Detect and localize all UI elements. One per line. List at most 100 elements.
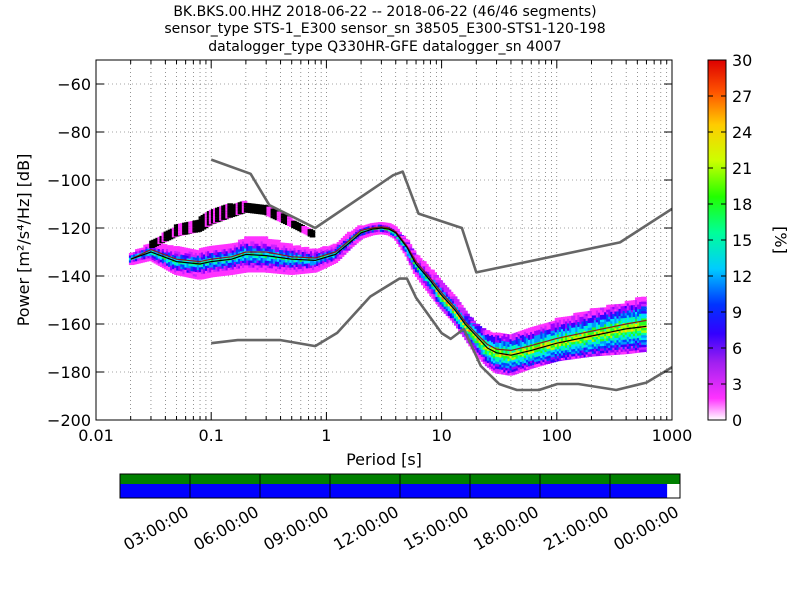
density-cell	[451, 296, 458, 299]
density-cell	[309, 230, 316, 233]
density-cell	[641, 306, 647, 309]
availability-time-label: 09:00:00	[260, 502, 332, 554]
density-cell	[464, 313, 470, 317]
plot-frame	[95, 59, 673, 421]
y-tick-label: −200	[47, 411, 91, 430]
y-tick-label: −180	[47, 363, 91, 382]
density-cell	[344, 248, 351, 251]
density-cell	[641, 330, 647, 333]
density-cell	[262, 236, 269, 239]
density-cell	[490, 332, 497, 336]
density-cell	[392, 226, 398, 229]
density-cell	[404, 242, 411, 245]
density-cell	[423, 263, 429, 267]
colorbar: 0 3 6 9 12 15 18 21 24 27 30 [%]	[707, 51, 790, 430]
density-cell	[641, 344, 647, 348]
density-cell	[641, 299, 647, 302]
title-line-3: datalogger_type Q330HR-GFE datalogger_sn…	[208, 39, 561, 55]
density-cell	[408, 248, 415, 251]
density-cell	[200, 227, 207, 230]
x-tick-label: 0.01	[78, 426, 114, 445]
density-cell	[303, 246, 310, 250]
density-cell	[641, 323, 647, 326]
density-cell	[287, 243, 293, 246]
density-cell	[441, 285, 448, 288]
density-cell	[641, 332, 647, 336]
availability-time-label: 21:00:00	[540, 502, 612, 554]
density-cell	[227, 203, 233, 206]
density-cell	[435, 277, 442, 281]
y-tick-label: −60	[57, 75, 91, 94]
density-cell	[641, 315, 647, 319]
density-cell	[336, 256, 343, 259]
density-cell	[198, 228, 205, 231]
density-cell	[641, 303, 647, 307]
density-cell	[322, 246, 328, 249]
y-tick-label: −100	[47, 171, 91, 190]
density-cell	[449, 294, 456, 297]
density-cell	[346, 246, 353, 249]
y-tick-label: −80	[57, 123, 91, 142]
density-cell	[455, 302, 462, 305]
density-cell	[641, 347, 647, 350]
plot-axes: 0.01 0.1 1 10 100 1000 −200 −180 −160 −140 −120 −10…	[47, 60, 692, 445]
density-cell	[394, 228, 400, 232]
plot-grid	[96, 60, 672, 420]
density-cell	[641, 318, 647, 321]
density-cell	[641, 337, 647, 340]
density-cell	[342, 250, 349, 253]
y-tick-label: −120	[47, 219, 91, 238]
density-cell	[287, 216, 293, 219]
x-tick-label: 100	[542, 426, 573, 445]
colorbar-tick-label: 6	[732, 339, 742, 358]
density-cell	[406, 246, 413, 249]
density-cell	[431, 272, 437, 275]
colorbar-tick-label: 3	[732, 375, 742, 394]
density-cell	[641, 311, 647, 314]
density-cell	[458, 304, 464, 308]
availability-time-label: 18:00:00	[470, 502, 542, 554]
mode-line	[130, 227, 647, 356]
density-cell	[309, 232, 316, 236]
density-cell	[355, 239, 361, 242]
density-cell	[406, 244, 413, 247]
density-heatmap	[128, 200, 647, 376]
chart-title: BK.BKS.00.HHZ 2018-06-22 -- 2018-06-22 (…	[164, 4, 605, 55]
density-cell	[641, 327, 647, 331]
density-cell	[641, 335, 647, 338]
density-cell	[414, 255, 421, 258]
density-cell	[641, 308, 647, 312]
density-cell	[437, 280, 444, 283]
availability-time-label: 15:00:00	[400, 502, 472, 554]
colorbar-tick-label: 15	[732, 231, 752, 250]
density-cell	[443, 287, 450, 290]
colorbar-label: [%]	[771, 226, 790, 254]
colorbar-ticks: 0 3 6 9 12 15 18 21 24 27 30	[708, 51, 752, 430]
x-tick-label: 1000	[652, 426, 693, 445]
plot-lines	[130, 158, 672, 392]
density-cell	[295, 245, 302, 248]
availability-time-label: 06:00:00	[190, 502, 262, 554]
density-cell	[433, 274, 439, 278]
noise-model-nhnm	[210, 158, 672, 274]
density-cell	[641, 349, 647, 352]
availability-time-label: 00:00:00	[610, 502, 682, 554]
colorbar-tick-label: 27	[732, 87, 752, 106]
density-cell	[202, 225, 209, 229]
y-axis-label: Power [m²/s⁴/Hz] [dB]	[14, 154, 33, 327]
density-cell	[400, 235, 407, 239]
density-cell	[311, 248, 318, 251]
density-cell	[332, 260, 339, 263]
density-cell	[468, 317, 474, 320]
density-cell	[349, 244, 355, 247]
colorbar-tick-label: 18	[732, 195, 752, 214]
density-cell	[641, 320, 647, 324]
density-cell	[641, 339, 647, 343]
density-cell	[484, 330, 491, 333]
mean-line	[130, 226, 647, 351]
density-cell	[309, 234, 316, 238]
density-cell	[439, 282, 446, 286]
density-cell	[445, 289, 452, 293]
